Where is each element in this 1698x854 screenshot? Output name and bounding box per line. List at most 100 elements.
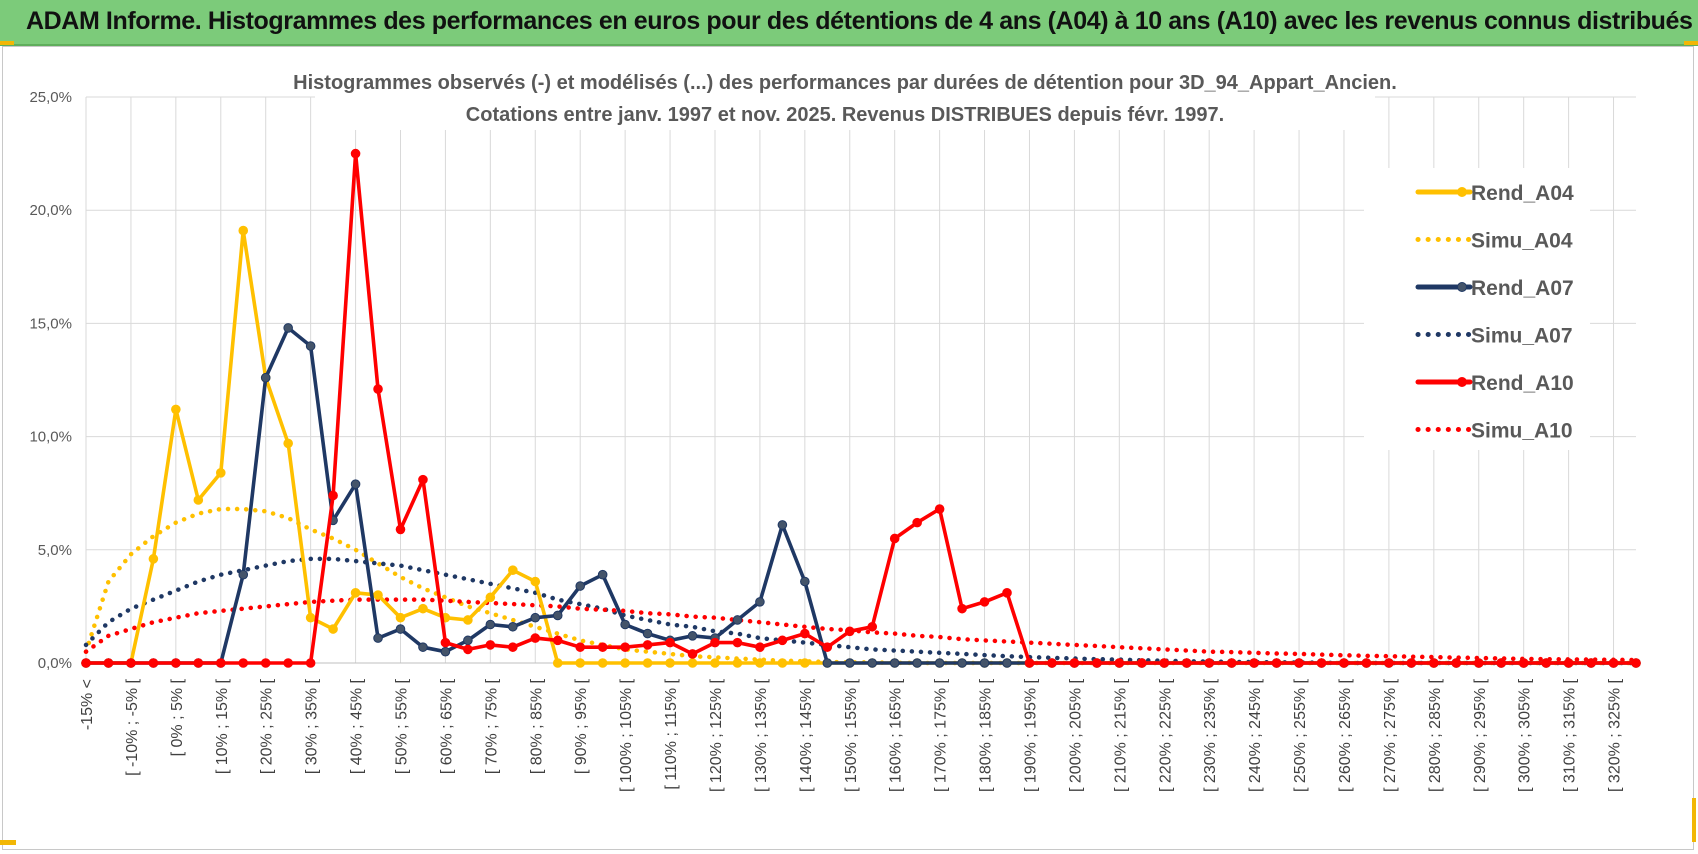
x-tick-label: [ 280% ; 285% [ bbox=[1427, 678, 1444, 792]
y-tick-label: 5,0% bbox=[38, 542, 72, 559]
x-tick-label: [ 260% ; 265% [ bbox=[1337, 678, 1354, 792]
data-point-rend_a10 bbox=[1069, 658, 1080, 668]
data-point-rend_a04 bbox=[238, 225, 249, 236]
data-point-rend_a07 bbox=[283, 323, 293, 333]
data-point-rend_a10 bbox=[485, 640, 496, 650]
data-point-rend_a10 bbox=[463, 644, 473, 655]
data-point-rend_a10 bbox=[215, 658, 226, 668]
legend-label-rend_a04: Rend_A04 bbox=[1471, 182, 1574, 205]
x-tick-label: [ 0% ; 5% [ bbox=[169, 678, 186, 756]
data-point-rend_a07 bbox=[844, 658, 855, 668]
x-tick-label: [ 120% ; 125% [ bbox=[708, 678, 725, 792]
data-point-rend_a07 bbox=[867, 658, 878, 668]
data-point-rend_a07 bbox=[508, 621, 518, 632]
data-point-rend_a10 bbox=[81, 658, 91, 668]
data-point-rend_a10 bbox=[1159, 658, 1170, 668]
data-point-rend_a07 bbox=[395, 624, 406, 634]
data-point-rend_a07 bbox=[305, 341, 316, 351]
data-point-rend_a07 bbox=[238, 569, 249, 580]
data-point-rend_a10 bbox=[530, 633, 541, 643]
data-point-rend_a04 bbox=[552, 658, 563, 668]
data-point-rend_a07 bbox=[440, 646, 451, 657]
data-point-rend_a04 bbox=[193, 495, 204, 505]
data-point-rend_a10 bbox=[889, 533, 900, 544]
data-point-rend_a04 bbox=[597, 658, 608, 668]
x-tick-label: [ 190% ; 195% [ bbox=[1022, 678, 1039, 792]
data-point-rend_a04 bbox=[777, 658, 788, 668]
data-point-rend_a10 bbox=[1294, 658, 1304, 668]
legend-label-simu_a04: Simu_A04 bbox=[1471, 230, 1573, 253]
x-tick-label: [ 20% ; 25% [ bbox=[259, 678, 276, 774]
chart-frame bbox=[2, 46, 1694, 850]
data-point-rend_a04 bbox=[171, 404, 181, 415]
y-tick-label: 10,0% bbox=[29, 429, 72, 446]
data-point-rend_a07 bbox=[934, 658, 945, 668]
x-tick-label: [ 40% ; 45% [ bbox=[349, 678, 366, 774]
data-point-rend_a04 bbox=[642, 658, 653, 668]
x-tick-label: [ 90% ; 95% [ bbox=[573, 678, 590, 774]
data-point-rend_a10 bbox=[1047, 658, 1057, 668]
data-point-rend_a07 bbox=[979, 658, 990, 668]
data-point-rend_a10 bbox=[373, 384, 383, 394]
data-point-rend_a10 bbox=[1586, 658, 1596, 668]
data-point-rend_a04 bbox=[755, 658, 765, 668]
data-point-rend_a10 bbox=[350, 148, 361, 159]
data-point-rend_a10 bbox=[800, 628, 810, 639]
data-point-rend_a10 bbox=[1429, 658, 1439, 668]
data-point-rend_a10 bbox=[552, 635, 563, 646]
data-point-rend_a10 bbox=[1271, 658, 1282, 668]
data-point-rend_a10 bbox=[1451, 658, 1462, 668]
data-point-rend_a10 bbox=[755, 642, 765, 652]
x-tick-label: [ 310% ; 315% [ bbox=[1562, 678, 1579, 792]
chart-subtitle: Cotations entre janv. 1997 et nov. 2025.… bbox=[466, 104, 1224, 126]
data-point-rend_a10 bbox=[1226, 658, 1237, 668]
x-tick-label: [ 160% ; 165% [ bbox=[888, 678, 905, 792]
data-point-rend_a10 bbox=[1002, 588, 1012, 598]
data-point-rend_a10 bbox=[305, 658, 316, 668]
report-banner: ADAM Informe. Histogrammes des performan… bbox=[0, 0, 1698, 46]
data-point-rend_a10 bbox=[395, 524, 406, 535]
x-tick-label: [ 60% ; 65% [ bbox=[438, 678, 455, 774]
report-title: ADAM Informe. Histogrammes des performan… bbox=[26, 7, 1693, 35]
data-point-rend_a07 bbox=[912, 658, 922, 668]
data-point-rend_a10 bbox=[103, 658, 114, 668]
data-point-rend_a10 bbox=[844, 626, 855, 637]
data-point-rend_a04 bbox=[463, 615, 473, 625]
data-point-rend_a10 bbox=[1136, 658, 1147, 668]
data-point-rend_a10 bbox=[328, 490, 338, 501]
data-point-rend_a07 bbox=[687, 631, 698, 641]
data-point-rend_a07 bbox=[620, 619, 630, 630]
data-point-rend_a07 bbox=[530, 612, 541, 623]
data-point-rend_a10 bbox=[665, 637, 675, 648]
data-point-rend_a07 bbox=[350, 479, 361, 489]
x-tick-label: [ 140% ; 145% [ bbox=[798, 678, 815, 792]
data-point-rend_a07 bbox=[463, 635, 473, 646]
data-point-rend_a04 bbox=[800, 658, 810, 668]
data-point-rend_a10 bbox=[575, 642, 586, 652]
data-point-rend_a10 bbox=[979, 597, 990, 607]
data-point-rend_a10 bbox=[126, 658, 136, 668]
data-point-rend_a10 bbox=[1541, 658, 1551, 668]
data-point-rend_a04 bbox=[485, 592, 496, 603]
x-tick-label: [ 30% ; 35% [ bbox=[304, 678, 321, 774]
legend-label-simu_a10: Simu_A10 bbox=[1471, 420, 1573, 443]
data-point-rend_a07 bbox=[755, 597, 765, 607]
x-tick-label: [ 110% ; 115% [ bbox=[663, 678, 680, 789]
data-point-rend_a10 bbox=[957, 603, 967, 614]
data-point-rend_a10 bbox=[238, 658, 249, 668]
data-point-rend_a10 bbox=[1114, 658, 1125, 668]
data-point-rend_a07 bbox=[800, 576, 810, 587]
chart-title: Histogrammes observés (-) et modélisés (… bbox=[293, 72, 1397, 94]
legend-label-rend_a10: Rend_A10 bbox=[1471, 372, 1574, 395]
data-point-rend_a10 bbox=[283, 658, 293, 668]
x-tick-label: [ 150% ; 155% [ bbox=[843, 678, 860, 792]
y-tick-label: 15,0% bbox=[29, 315, 72, 332]
data-point-rend_a07 bbox=[418, 642, 428, 652]
data-point-rend_a10 bbox=[597, 642, 608, 652]
x-tick-label: [ 210% ; 215% [ bbox=[1112, 678, 1129, 792]
data-point-rend_a04 bbox=[148, 554, 159, 564]
data-point-rend_a04 bbox=[687, 658, 698, 668]
x-tick-label: [ 180% ; 185% [ bbox=[978, 678, 995, 792]
data-point-rend_a10 bbox=[1631, 658, 1641, 668]
